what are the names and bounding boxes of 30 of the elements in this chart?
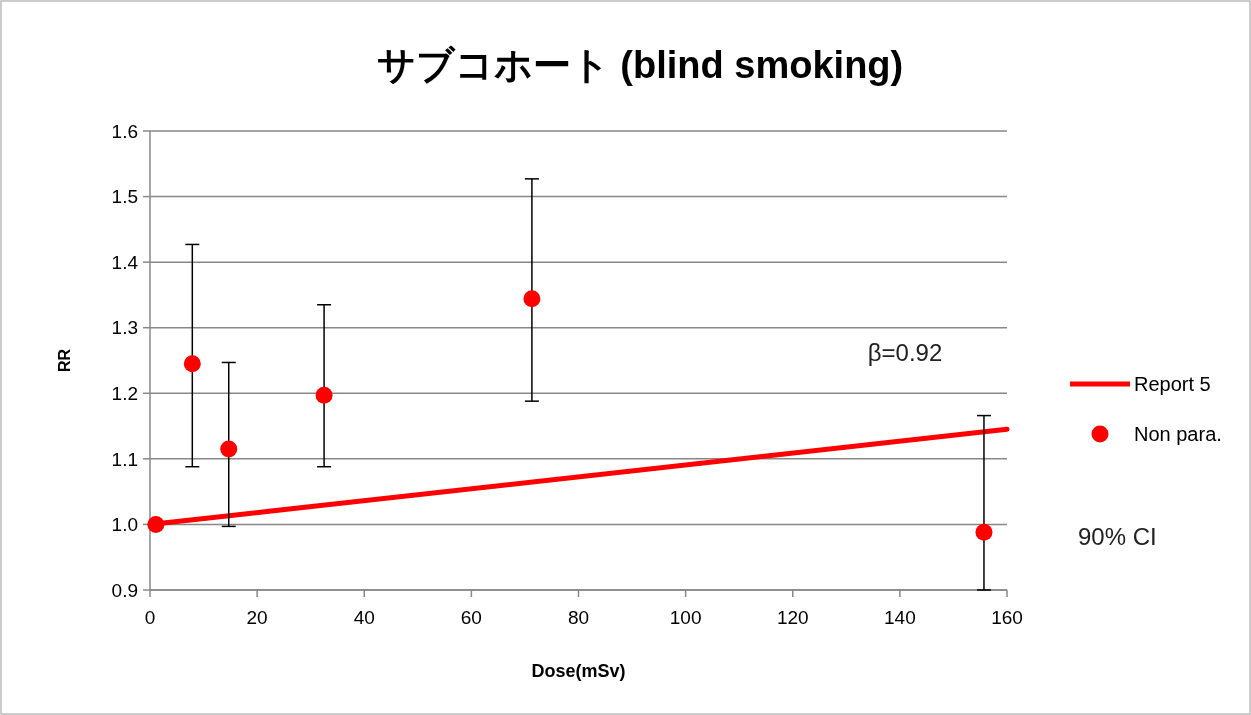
- point: [523, 290, 541, 308]
- point: [183, 355, 201, 373]
- legend-label: Report 5: [1134, 373, 1211, 395]
- x-tick-label: 80: [567, 607, 590, 628]
- x-tick-label: 120: [776, 607, 809, 628]
- point: [220, 440, 238, 458]
- y-tick-label: 1.3: [111, 317, 138, 339]
- x-tick-label: 160: [991, 607, 1023, 628]
- y-axis-title: RR: [56, 348, 73, 373]
- x-tick-label: 40: [353, 607, 375, 628]
- point: [975, 523, 993, 541]
- y-tick-label: 1.5: [111, 186, 138, 208]
- x-tick-label: 60: [460, 607, 482, 628]
- x-tick-label: 0: [144, 607, 156, 628]
- chart-title: サブコホート (blind smoking): [376, 44, 904, 86]
- text: 90% CI: [1078, 523, 1157, 551]
- y-tick-label: 1.2: [111, 382, 138, 404]
- y-tick-label: 1.0: [111, 514, 138, 536]
- y-tick-label: 1.6: [111, 120, 138, 142]
- legend-label: Non para.: [1134, 423, 1222, 445]
- y-tick-label: 1.1: [111, 448, 138, 470]
- y-tick-label: 0.9: [111, 579, 138, 601]
- x-tick-label: 140: [884, 607, 916, 628]
- x-axis-title: Dose(mSv): [531, 661, 626, 681]
- point: [315, 386, 333, 404]
- y-tick-label: 1.4: [111, 251, 139, 273]
- x-tick-label: 100: [669, 607, 702, 628]
- annotation: β=0.92: [867, 339, 943, 367]
- point: [147, 515, 165, 533]
- x-tick-label: 20: [246, 607, 268, 628]
